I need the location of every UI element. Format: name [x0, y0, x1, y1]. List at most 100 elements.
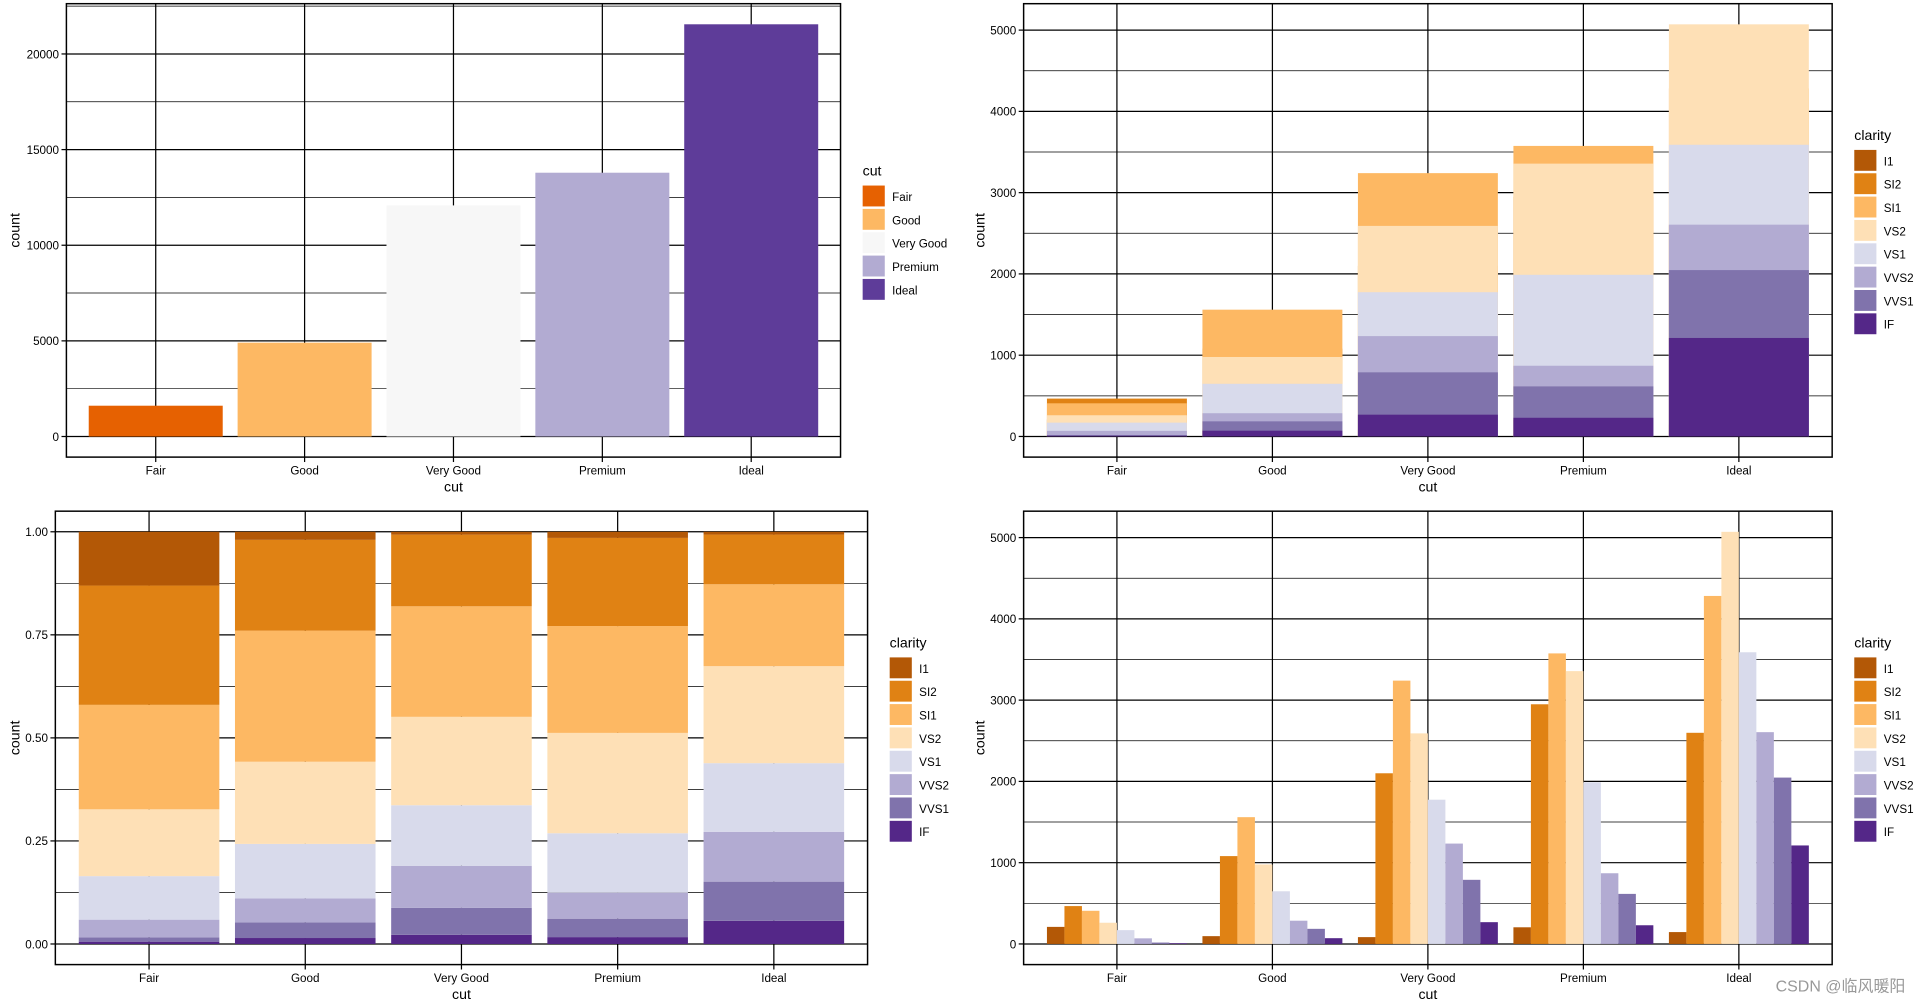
bar-segment-i1 [547, 531, 688, 538]
bar-segment-vs1 [547, 833, 688, 893]
panel-3: 0.00 0.25 0.50 0.75 1.00 Fair Good Very Good Pre… [7, 510, 949, 999]
bar-si1 [1237, 817, 1255, 944]
legend-key [889, 750, 912, 772]
legend-key [1854, 727, 1877, 749]
bar-if [1046, 435, 1187, 437]
y-tick-label: 3000 [990, 694, 1016, 707]
legend-key [1854, 266, 1877, 288]
legend-key [889, 820, 912, 842]
bar-segment-vs1 [78, 876, 220, 920]
bar-if [1791, 845, 1809, 944]
bar-segment-si2 [547, 537, 688, 627]
bar-vvs2 [1046, 430, 1187, 437]
legend: cut Fair Good Very Good Premium Ideal [862, 163, 947, 300]
bar-vvs2 [1289, 920, 1308, 944]
bar-segment-if [703, 920, 845, 944]
x-tick-label: Ideal [1726, 464, 1751, 477]
legend-label: VS2 [1884, 733, 1906, 746]
x-tick-label: Good [1258, 972, 1287, 985]
bar-if [1668, 337, 1809, 437]
legend-key [862, 208, 885, 230]
x-axis-title: cut [444, 479, 463, 495]
x-tick-label: Fair [139, 972, 159, 985]
legend-key [1854, 173, 1877, 195]
bar-si1 [1392, 680, 1411, 944]
legend-label: VVS2 [919, 779, 949, 792]
y-tick-label: 2000 [990, 776, 1016, 789]
x-tick-label: Premium [594, 972, 641, 985]
y-tick-label: 0.75 [25, 629, 48, 642]
bar-vvs2 [1600, 873, 1619, 944]
y-tick-label: 10000 [27, 240, 60, 253]
bar-si2 [1686, 732, 1704, 944]
y-tick-label: 20000 [27, 48, 60, 61]
legend-label: VVS2 [1884, 779, 1914, 792]
bar-segment-i1 [234, 531, 376, 540]
y-tick-label: 0 [1010, 938, 1017, 951]
legend-key [889, 774, 912, 796]
legend-title: clarity [1854, 635, 1892, 651]
panel-2: 0 1000 2000 3000 4000 5000 Fair Good Very Good Pr… [971, 2, 1914, 495]
bar-vvs1 [1151, 942, 1170, 944]
legend-label: SI2 [1884, 179, 1902, 192]
bar-if [1357, 414, 1498, 437]
bar-segment-si1 [234, 630, 376, 762]
bar-vs2 [1410, 733, 1428, 944]
bar-segment-i1 [391, 531, 532, 535]
bar-vs1 [1272, 891, 1290, 944]
y-tick-label: 3000 [990, 187, 1016, 200]
bar-vs2 [1254, 864, 1273, 944]
legend-key [1854, 774, 1877, 796]
legend-key [889, 680, 912, 702]
y-tick-label: 0.25 [25, 835, 48, 848]
bar-if [1324, 938, 1343, 944]
legend-key [1854, 797, 1877, 819]
legend-key [1854, 657, 1877, 679]
bar-segment-vs2 [78, 809, 220, 877]
y-axis-title: count [7, 213, 23, 248]
x-tick-label: Good [291, 972, 320, 985]
bar-segment-vvs2 [547, 892, 688, 919]
x-tick-label: Fair [1107, 972, 1127, 985]
bar-segment-i1 [78, 531, 220, 586]
x-tick-label: Good [290, 464, 319, 477]
bar-vs1 [1738, 652, 1757, 944]
bar-vvs1 [1618, 893, 1636, 944]
bar-segment-si2 [234, 539, 376, 631]
legend-label: Fair [892, 191, 912, 204]
bar-i1 [1202, 936, 1220, 944]
y-tick-label: 5000 [33, 335, 59, 348]
bars [1046, 531, 1809, 944]
bar-segment-si1 [391, 606, 532, 717]
legend-label: Good [892, 214, 921, 227]
x-tick-label: Very Good [434, 972, 489, 985]
legend-label: IF [1884, 826, 1894, 839]
bar-segment-vs2 [547, 732, 688, 834]
legend-key [1854, 149, 1877, 171]
legend-key [1854, 289, 1877, 311]
y-tick-label: 4000 [990, 613, 1016, 626]
x-axis-title: cut [1418, 986, 1437, 999]
bar-segment-if [78, 941, 220, 944]
bar-fair [88, 405, 223, 437]
bar-if [1480, 922, 1498, 944]
bar-vvs2 [1756, 732, 1774, 944]
bar-si1 [1703, 595, 1722, 944]
legend-key [889, 727, 912, 749]
legend: clarity I1 SI2 SI1 VS2 VS1 VVS2 VVS1 IF [889, 635, 949, 842]
y-tick-label: 15000 [27, 144, 60, 157]
bars [1046, 24, 1809, 437]
x-tick-label: Very Good [426, 464, 481, 477]
bar-vs2 [1099, 922, 1117, 944]
bar-segment-if [547, 937, 688, 944]
bar-segment-if [391, 934, 532, 944]
bar-vvs2 [1134, 938, 1152, 944]
y-tick-label: 0 [1010, 431, 1017, 444]
legend-label: IF [919, 826, 929, 839]
panel-1: 0 5000 10000 15000 20000 Fair Good Very Good Pre… [7, 2, 947, 495]
bars [78, 531, 845, 944]
bar-if [1169, 943, 1187, 944]
legend-label: VS1 [1884, 756, 1906, 769]
x-tick-label: Premium [1560, 972, 1607, 985]
